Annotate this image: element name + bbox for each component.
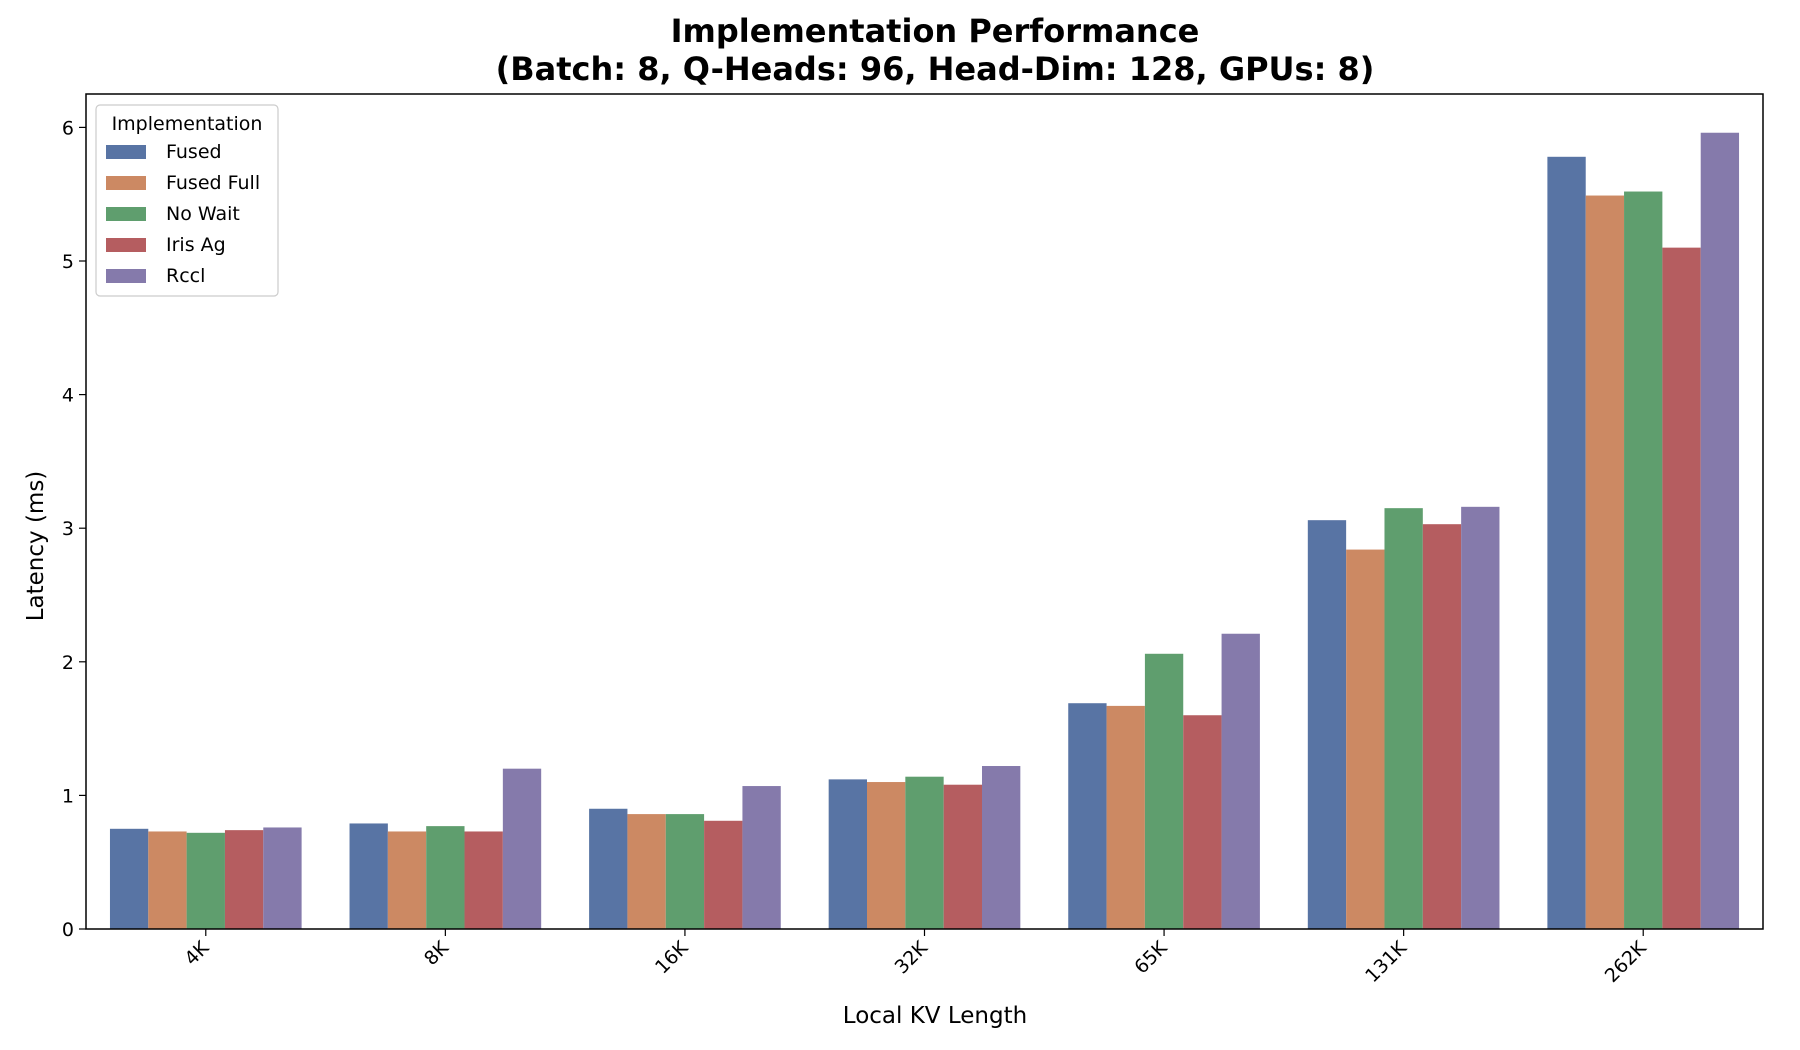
legend-swatch bbox=[106, 238, 146, 252]
bar-fused-full-65k bbox=[1106, 705, 1145, 929]
legend-entry-label: Fused bbox=[166, 141, 222, 163]
y-tick-label: 5 bbox=[62, 251, 74, 273]
legend-entry-label: Rccl bbox=[166, 265, 205, 287]
bar-rccl-262k bbox=[1700, 132, 1740, 930]
y-tick-label: 0 bbox=[62, 919, 74, 941]
bar-rccl-8k bbox=[502, 768, 542, 929]
bar-iris-ag-262k bbox=[1662, 247, 1701, 929]
bar-no-wait-131k bbox=[1384, 508, 1423, 929]
bar-fused-32k bbox=[828, 779, 867, 929]
chart-title: Implementation Performance bbox=[671, 12, 1200, 50]
bar-rccl-16k bbox=[742, 786, 781, 929]
bar-no-wait-8k bbox=[426, 826, 465, 929]
y-axis-label: Latency (ms) bbox=[23, 471, 49, 622]
bars-group bbox=[109, 132, 1740, 930]
bar-fused-8k bbox=[349, 823, 388, 929]
bar-no-wait-262k bbox=[1624, 191, 1663, 929]
bar-rccl-131k bbox=[1461, 506, 1500, 929]
bar-iris-ag-65k bbox=[1183, 715, 1222, 929]
bar-fused-full-131k bbox=[1346, 549, 1385, 929]
legend-swatch bbox=[106, 176, 146, 190]
bar-no-wait-32k bbox=[905, 776, 944, 929]
bar-fused-16k bbox=[589, 808, 628, 929]
bar-fused-262k bbox=[1547, 156, 1586, 930]
x-tick-label: 262K bbox=[1601, 937, 1651, 987]
x-tick-label: 8K bbox=[420, 937, 453, 970]
bar-rccl-65k bbox=[1221, 633, 1260, 929]
bar-rccl-4k bbox=[263, 827, 302, 929]
bar-iris-ag-16k bbox=[704, 820, 743, 929]
x-tick-label: 65K bbox=[1130, 937, 1172, 979]
y-tick-label: 1 bbox=[62, 785, 74, 807]
x-tick-label: 131K bbox=[1361, 937, 1411, 987]
legend: Implementation Fused Fused Full No Wait Iris… bbox=[95, 104, 279, 297]
x-tick-label: 16K bbox=[651, 937, 693, 979]
bar-fused-65k bbox=[1068, 703, 1107, 929]
bar-iris-ag-32k bbox=[943, 784, 982, 929]
legend-swatch bbox=[106, 145, 146, 159]
bar-iris-ag-4k bbox=[224, 830, 264, 929]
y-tick-label: 6 bbox=[62, 117, 74, 139]
y-tick-label: 2 bbox=[62, 652, 74, 674]
bar-iris-ag-131k bbox=[1422, 524, 1462, 929]
bar-no-wait-4k bbox=[186, 832, 225, 929]
bar-fused-full-262k bbox=[1585, 195, 1625, 930]
bar-fused-full-4k bbox=[148, 831, 187, 929]
y-tick-label: 3 bbox=[62, 518, 74, 540]
x-axis-label: Local KV Length bbox=[843, 1003, 1027, 1029]
bar-fused-131k bbox=[1307, 520, 1347, 929]
bar-fused-4k bbox=[109, 828, 149, 929]
bar-iris-ag-8k bbox=[464, 831, 503, 929]
legend-entry-label: No Wait bbox=[166, 203, 240, 225]
bar-fused-full-16k bbox=[627, 814, 666, 929]
bar-no-wait-16k bbox=[665, 814, 705, 929]
bar-no-wait-65k bbox=[1144, 653, 1184, 929]
legend-swatch bbox=[106, 207, 146, 221]
legend-entry-label: Iris Ag bbox=[166, 234, 226, 256]
chart-subtitle: (Batch: 8, Q-Heads: 96, Head-Dim: 128, G… bbox=[496, 50, 1375, 88]
legend-entry-label: Fused Full bbox=[166, 172, 260, 194]
y-tick-label: 4 bbox=[62, 385, 74, 407]
bar-rccl-32k bbox=[982, 766, 1021, 929]
bar-fused-full-32k bbox=[867, 782, 906, 929]
legend-title: Implementation bbox=[112, 113, 263, 135]
bar-fused-full-8k bbox=[387, 831, 427, 929]
x-tick-label: 4K bbox=[180, 937, 213, 970]
legend-swatch bbox=[106, 269, 146, 283]
x-tick-label: 32K bbox=[891, 937, 933, 979]
